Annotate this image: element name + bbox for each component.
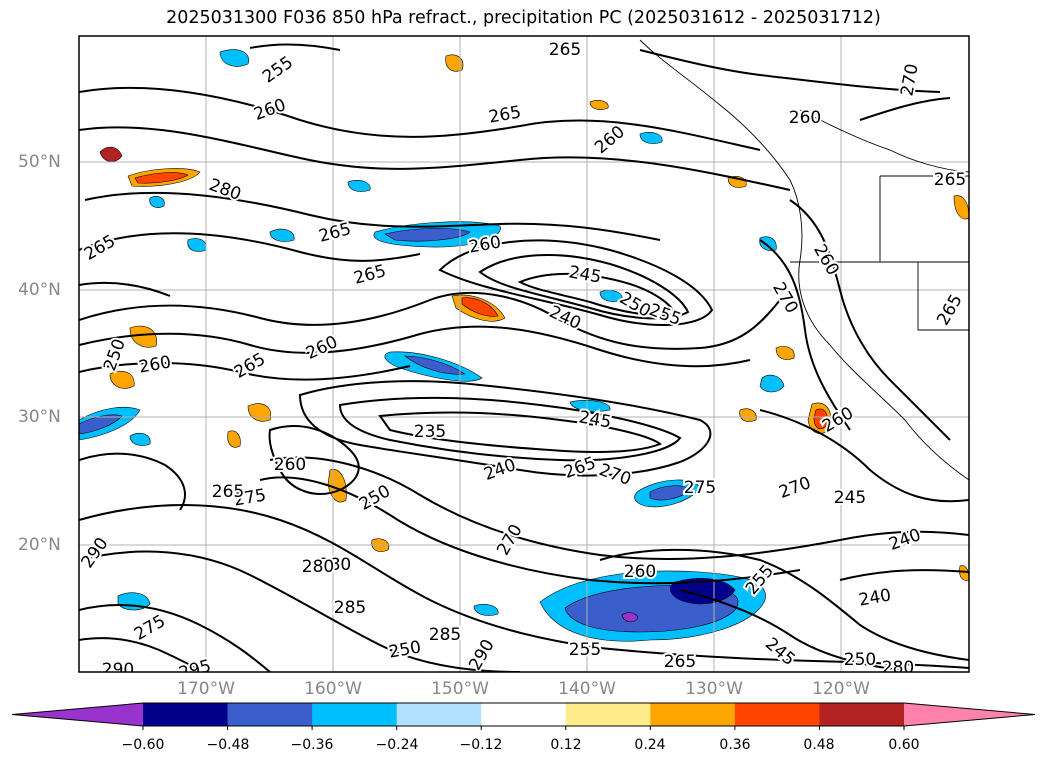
contour-label: 260 [789,108,821,128]
colorbar-tick-label: 0.36 [719,737,751,753]
colorbar-tick-label: −0.48 [206,737,250,753]
shade-strong-negative [404,355,466,375]
lon-label-150w: 150°W [431,679,489,699]
colorbar-segment [396,703,482,726]
contour-label: 250 [844,650,876,670]
shade-positive [953,195,969,220]
colorbar-tick-label: 0.12 [550,737,582,753]
shade-negative [473,604,499,616]
colorbar-tick-label: 0.24 [634,737,666,753]
colorbar-tick-label: 0.48 [803,737,835,753]
shade-strong-negative [384,228,471,242]
shade-strong-negative [649,485,691,501]
shade-positive [589,100,609,110]
contour-label: 260 [624,562,656,582]
lat-label-20n: 20°N [18,535,61,555]
shade-very-strong-negative [670,577,736,605]
shade-positive [109,371,135,389]
shade-positive [227,430,241,448]
colorbar-segment [312,703,398,726]
colorbar-tick-label: −0.24 [375,737,419,753]
lon-label-140w: 140°W [558,679,616,699]
contour-label: 275 [684,478,716,498]
colorbar-tick-label: −0.12 [459,737,503,753]
colorbar-tick-label: −0.60 [121,737,165,753]
contour-label: 265 [664,652,696,672]
contour-label: 265 [549,40,581,60]
colorbar-segment [143,703,229,726]
shade-negative [269,228,295,242]
contour-label: 245 [834,488,866,508]
shade-negative [759,374,785,393]
lon-label-120w: 120°W [812,679,870,699]
lon-label-130w: 130°W [685,679,743,699]
colorbar-segment [565,703,651,726]
contour-label: 280 [882,658,914,678]
shade-negative [639,132,663,144]
coastlines [639,39,969,481]
lon-label-160w: 160°W [304,679,362,699]
contour-label: 290 [102,660,134,680]
shade-negative [347,180,371,192]
lon-label-170w: 170°W [177,679,235,699]
shade-strong-negative [79,414,123,435]
shade-positive [129,325,157,348]
shade-negative [219,49,249,67]
colorbar-segment [819,703,905,726]
shade-positive [445,54,464,72]
shade-negative [599,290,623,302]
lat-label-30n: 30°N [18,407,61,427]
contour-label: 285 [334,598,366,618]
lat-label-50n: 50°N [18,152,61,172]
contour-label: 280 [319,555,351,575]
shade-extreme-negative [621,612,639,623]
shade-strong-positive [813,408,828,430]
contour-label: 255 [569,640,601,660]
contour-label: 260 [137,352,172,377]
colorbar-extend-min [12,703,143,726]
contour-label: 285 [429,625,461,645]
colorbar-segment [481,703,567,726]
colorbar-tick-label: −0.36 [290,737,334,753]
colorbar-segment [650,703,736,726]
refractivity-contours [79,43,969,672]
shade-negative [129,432,151,446]
colorbar-segment [734,703,820,726]
graticule [79,36,969,672]
lat-label-40n: 40°N [18,280,61,300]
contour-label: 235 [414,422,446,442]
shade-positive [775,346,795,360]
precipitation-shading [79,49,969,642]
contour-label: 260 [274,455,306,475]
contour-label: 265 [934,170,966,190]
shade-strong-positive [134,172,189,184]
chart-title: 2025031300 F036 850 hPa refract., precip… [166,8,881,28]
shade-negative [149,196,165,208]
colorbar-segment [227,703,313,726]
shade-positive [959,565,969,581]
contour-label: 265 [212,482,244,502]
shade-strong-positive [99,146,123,162]
shade-negative [759,236,777,251]
colorbar-tick-label: 0.60 [888,737,920,753]
shade-strong-positive [461,297,499,317]
map-frame [78,35,970,673]
contour-label: 280 [302,557,334,577]
colorbar-extend-max [904,703,1035,726]
colorbar [11,702,1036,730]
